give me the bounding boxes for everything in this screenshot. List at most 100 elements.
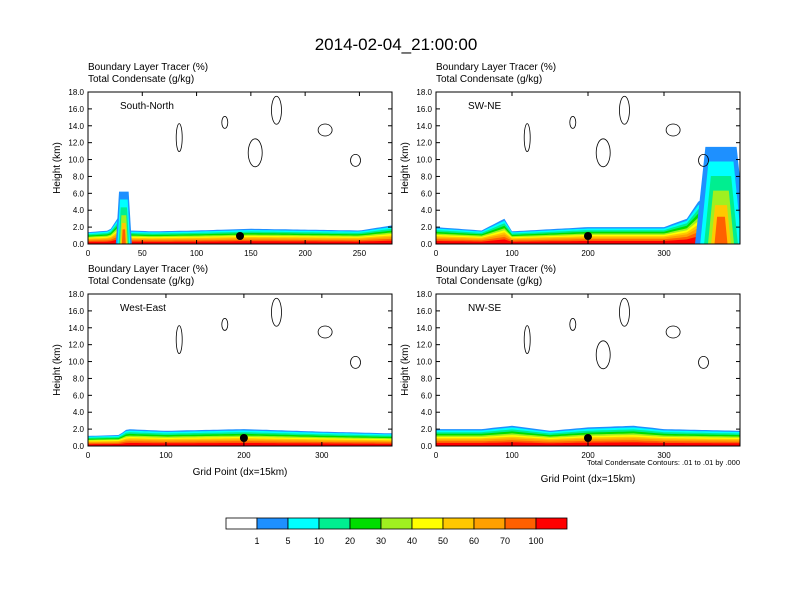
y-tick-label: 14.0 — [68, 324, 84, 333]
colorbar-swatch — [318, 517, 351, 530]
x-tick-label: 300 — [657, 249, 671, 258]
condensate-contours — [175, 297, 361, 369]
x-tick-label: 100 — [505, 451, 519, 460]
contour — [317, 123, 333, 137]
figure-title: 2014-02-04_21:00:00 — [315, 35, 478, 54]
contour — [350, 153, 361, 167]
contour — [595, 340, 611, 370]
colorbar-label: 70 — [500, 536, 510, 546]
colorbar-label: 30 — [376, 536, 386, 546]
contour — [523, 123, 531, 153]
contour — [175, 325, 183, 355]
condensate-contours — [175, 95, 361, 168]
x-tick-label: 0 — [434, 451, 439, 460]
y-tick-label: 6.0 — [421, 391, 433, 400]
location-marker — [239, 434, 248, 442]
panel-line1: Boundary Layer Tracer (%) — [88, 264, 208, 275]
colorbar-swatch — [504, 517, 537, 530]
contour — [350, 355, 361, 369]
x-tick-label: 250 — [353, 249, 367, 258]
contour — [595, 138, 611, 168]
x-tick-label: 50 — [138, 249, 147, 258]
tracer-field — [436, 146, 740, 244]
colorbar-label: 1 — [254, 536, 259, 546]
x-tick-label: 300 — [315, 451, 329, 460]
contour — [569, 116, 577, 129]
y-tick-label: 14.0 — [68, 122, 84, 131]
panel-west-east: Boundary Layer Tracer (%)Total Condensat… — [52, 264, 393, 478]
y-tick-label: 18.0 — [416, 88, 432, 97]
y-tick-label: 8.0 — [73, 374, 85, 383]
panel-line1: Boundary Layer Tracer (%) — [436, 62, 556, 73]
y-tick-label: 10.0 — [416, 358, 432, 367]
panel-line2: Total Condensate (g/kg) — [88, 74, 194, 85]
y-tick-label: 0.0 — [421, 442, 433, 451]
colorbar-swatch — [287, 517, 320, 530]
x-axis-label: Grid Point (dx=15km) — [541, 474, 636, 485]
contour — [175, 123, 183, 153]
contour — [271, 95, 282, 125]
y-tick-label: 8.0 — [421, 374, 433, 383]
contour — [698, 153, 709, 167]
tracer-band-10 — [88, 443, 392, 446]
plume-layer-9 — [121, 229, 126, 244]
y-tick-label: 0.0 — [73, 442, 85, 451]
y-tick-label: 6.0 — [73, 189, 85, 198]
y-tick-label: 4.0 — [73, 408, 85, 417]
contour — [221, 116, 229, 129]
y-tick-label: 16.0 — [68, 105, 84, 114]
contour — [619, 297, 630, 327]
panel-line1: Boundary Layer Tracer (%) — [436, 264, 556, 275]
x-tick-label: 300 — [657, 451, 671, 460]
colorbar-swatch — [535, 517, 568, 530]
x-tick-label: 100 — [159, 451, 173, 460]
colorbar-label: 10 — [314, 536, 324, 546]
contour — [619, 95, 630, 125]
y-tick-label: 8.0 — [73, 172, 85, 181]
y-tick-label: 6.0 — [421, 189, 433, 198]
x-tick-label: 200 — [237, 451, 251, 460]
x-axis-label: Grid Point (dx=15km) — [193, 467, 288, 478]
panel-sw-ne: Boundary Layer Tracer (%)Total Condensat… — [400, 62, 741, 258]
colorbar-swatch — [380, 517, 413, 530]
colorbar-label: 100 — [528, 536, 543, 546]
contour — [665, 325, 681, 339]
panel-line2: Total Condensate (g/kg) — [88, 276, 194, 287]
colorbar-label: 40 — [407, 536, 417, 546]
x-tick-label: 0 — [434, 249, 439, 258]
panel-label: SW-NE — [468, 101, 501, 112]
y-tick-label: 2.0 — [421, 425, 433, 434]
condensate-contours — [523, 297, 709, 370]
y-tick-label: 18.0 — [68, 88, 84, 97]
y-tick-label: 16.0 — [416, 105, 432, 114]
y-tick-label: 10.0 — [68, 156, 84, 165]
panel-nw-se: Boundary Layer Tracer (%)Total Condensat… — [400, 264, 741, 485]
y-tick-label: 10.0 — [416, 156, 432, 165]
y-tick-label: 18.0 — [416, 290, 432, 299]
plot-frame — [435, 293, 741, 447]
colorbar-label: 50 — [438, 536, 448, 546]
panel-line2: Total Condensate (g/kg) — [436, 276, 542, 287]
x-tick-label: 0 — [86, 451, 91, 460]
colorbar: 1 5 10 20 30 40 50 60 70 100 — [225, 517, 568, 546]
panel-line2: Total Condensate (g/kg) — [436, 74, 542, 85]
y-tick-label: 6.0 — [73, 391, 85, 400]
contour — [271, 297, 282, 327]
y-tick-label: 0.0 — [73, 240, 85, 249]
y-tick-label: 12.0 — [416, 341, 432, 350]
colorbar-swatch — [473, 517, 506, 530]
x-tick-label: 200 — [581, 451, 595, 460]
panel-label: South-North — [120, 101, 174, 112]
tracer-field — [88, 191, 392, 244]
location-marker — [236, 232, 244, 240]
plot-frame — [87, 293, 393, 447]
colorbar-swatch — [256, 517, 289, 530]
panel-south-north: Boundary Layer Tracer (%)Total Condensat… — [52, 62, 393, 258]
x-tick-label: 200 — [581, 249, 595, 258]
y-axis-label: Height (km) — [400, 344, 411, 396]
y-tick-label: 14.0 — [416, 324, 432, 333]
x-tick-label: 100 — [505, 249, 519, 258]
panel-label: NW-SE — [468, 303, 501, 314]
y-tick-label: 14.0 — [416, 122, 432, 131]
colorbar-swatch — [411, 517, 444, 530]
